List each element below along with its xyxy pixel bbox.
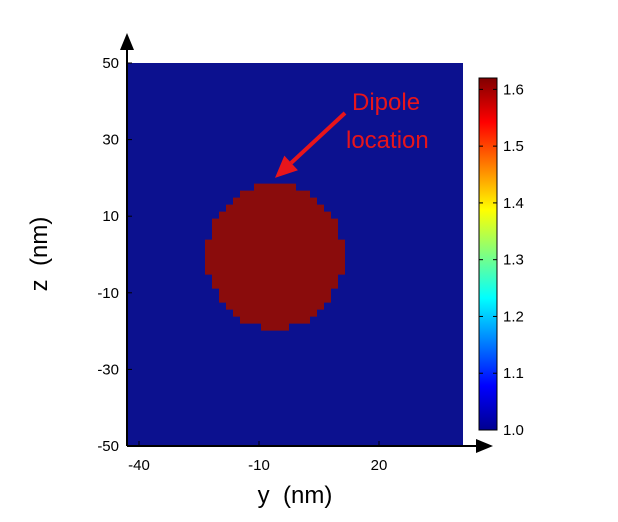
annotation-line-1: Dipole [352,89,420,116]
annotation-arrow [275,111,347,178]
y-axis-label: z (nm) [26,217,53,292]
colorbar [478,77,498,431]
y-tick-label: -10 [97,285,119,302]
particle-region [205,183,345,331]
x-tick-label: -10 [248,457,270,474]
y-tick-label: 50 [102,55,119,72]
colorbar-tick-label: 1.1 [503,365,524,382]
y-tick-label: 10 [102,208,119,225]
colorbar-tick-label: 1.6 [503,81,524,98]
y-tick-label: -50 [97,438,119,455]
y-tick-label: 30 [102,132,119,149]
y-axis-arrow [120,33,134,50]
colorbar-tick-label: 1.0 [503,422,524,439]
colorbar-tick-label: 1.5 [503,138,524,155]
x-tick-label: 20 [371,457,388,474]
colorbar-tick-label: 1.3 [503,252,524,269]
y-tick-label: -30 [97,361,119,378]
x-axis-arrow [476,439,493,453]
colorbar-tick-label: 1.2 [503,308,524,325]
particle-disk [205,183,345,331]
x-axis-label: y (nm) [258,482,333,509]
annotation-line-2: location [346,127,429,154]
annotation-arrow-shaft [289,111,347,165]
annotation-arrow-head [275,155,298,178]
colorbar-tick-label: 1.4 [503,195,524,212]
x-tick-label: -40 [128,457,150,474]
